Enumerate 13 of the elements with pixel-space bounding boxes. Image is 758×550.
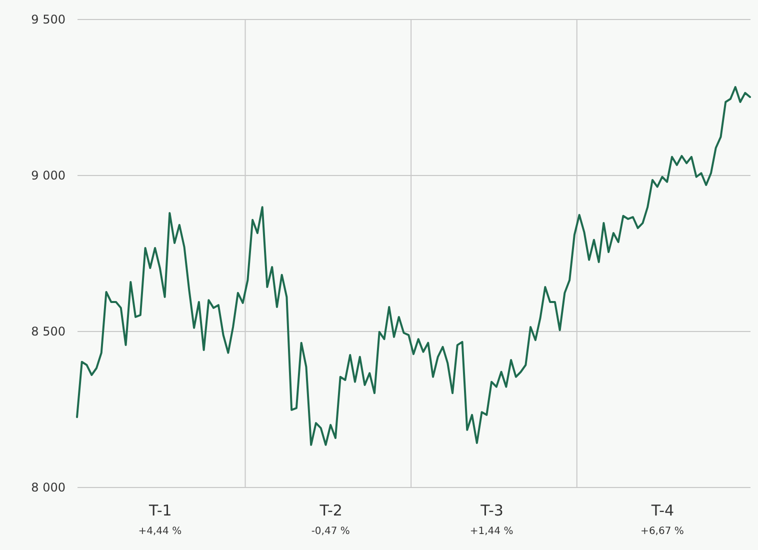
x-tick-label: T-1 xyxy=(148,502,172,520)
x-tick-label: T-3 xyxy=(480,502,504,520)
text: -0,47 % xyxy=(311,526,350,537)
y-tick-label: 9 500 xyxy=(31,12,66,26)
x-tick-label: T-2 xyxy=(318,502,342,520)
y-tick-label: 8 500 xyxy=(31,324,66,338)
text: +1,44 % xyxy=(470,526,514,537)
line-series xyxy=(76,86,751,446)
x-tick-label: T-4 xyxy=(650,502,674,520)
text: +6,67 % xyxy=(640,526,684,537)
text: +4,44 % xyxy=(138,526,182,537)
y-tick-label: 9 000 xyxy=(31,168,66,182)
y-tick-label: 8 000 xyxy=(31,480,66,494)
